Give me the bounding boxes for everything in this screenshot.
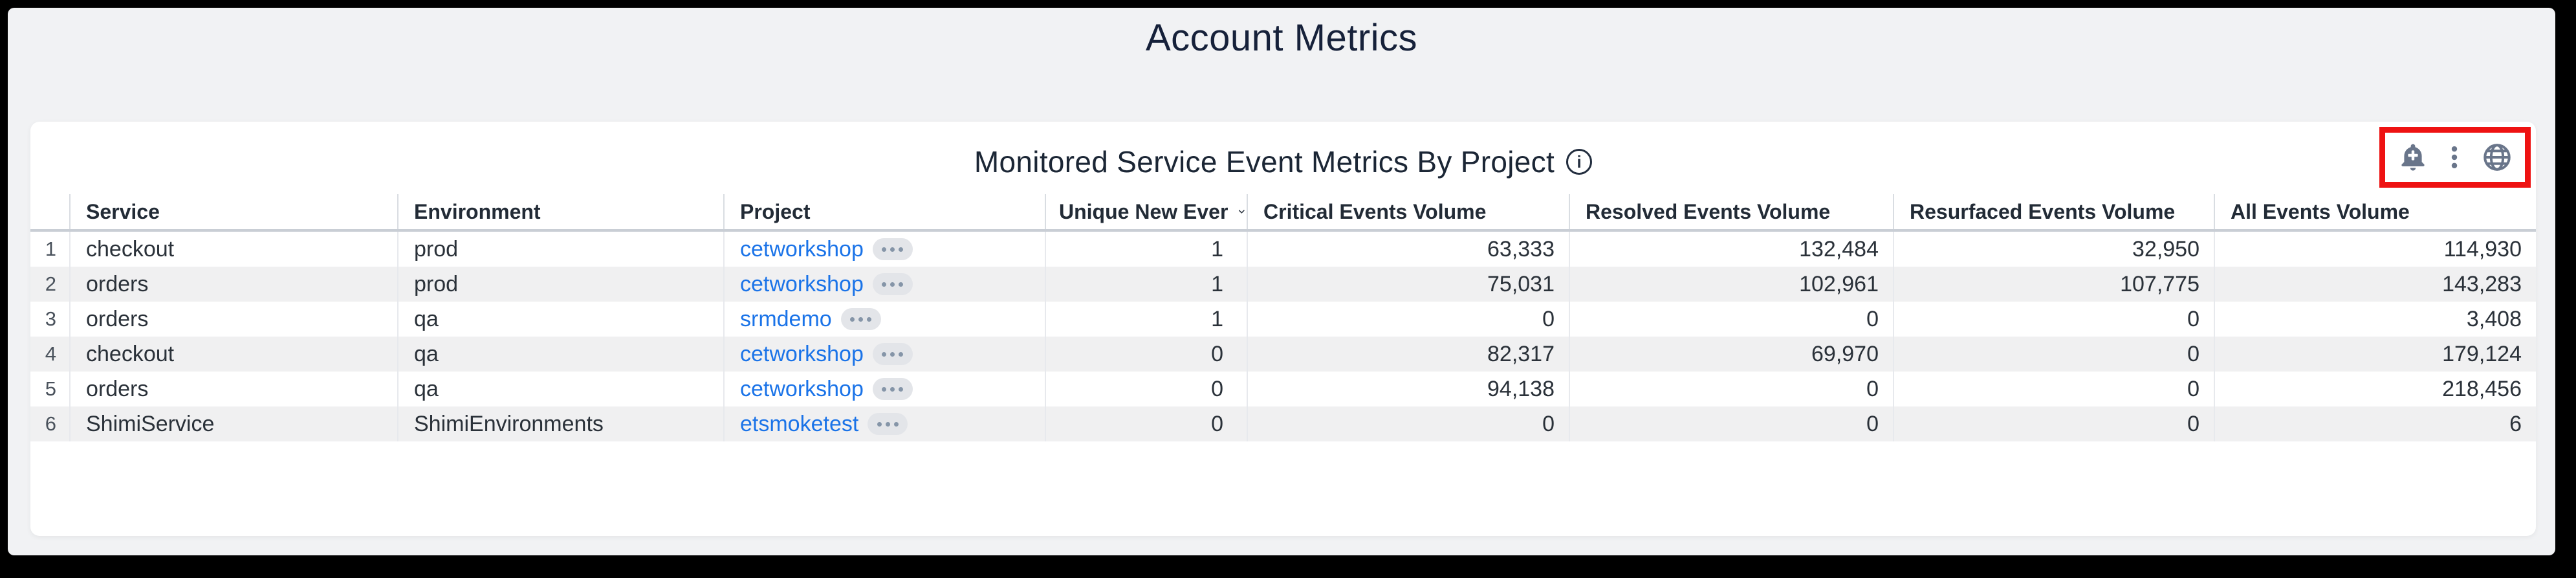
cell-environment: prod (397, 267, 723, 302)
table-row: 1 checkout prod cetworkshop 1 63,333 132… (30, 232, 2536, 267)
globe-icon[interactable] (2481, 141, 2513, 173)
project-link[interactable]: cetworkshop (740, 342, 864, 366)
sort-desc-chevron-icon (1239, 210, 1245, 214)
cell-all-events-volume: 143,283 (2214, 267, 2536, 302)
more-actions-icon[interactable] (872, 343, 913, 365)
col-header-project[interactable]: Project (723, 194, 1045, 229)
cell-service: orders (69, 372, 397, 406)
cell-critical-events-volume: 63,333 (1247, 232, 1569, 267)
cell-critical-events-volume: 82,317 (1247, 337, 1569, 372)
cell-project: cetworkshop (723, 337, 1045, 372)
widget-card: Monitored Service Event Metrics By Proje… (30, 122, 2536, 536)
project-link[interactable]: etsmoketest (740, 412, 859, 436)
cell-environment: qa (397, 372, 723, 406)
more-actions-icon[interactable] (872, 238, 913, 260)
cell-resurfaced-events-volume: 32,950 (1893, 232, 2214, 267)
cell-critical-events-volume: 75,031 (1247, 267, 1569, 302)
col-header-unique-new-ever[interactable]: Unique New Ever (1045, 194, 1247, 229)
cell-environment: qa (397, 302, 723, 337)
cell-resolved-events-volume: 0 (1569, 302, 1893, 337)
cell-unique-new-ever: 0 (1045, 406, 1247, 441)
metrics-table: Service Environment Project Unique New E… (30, 194, 2536, 441)
more-actions-icon[interactable] (872, 273, 913, 295)
row-index: 6 (45, 412, 56, 435)
col-header-critical-events-volume[interactable]: Critical Events Volume (1247, 194, 1569, 229)
cell-resurfaced-events-volume: 107,775 (1893, 267, 2214, 302)
cell-resolved-events-volume: 69,970 (1569, 337, 1893, 372)
cell-unique-new-ever: 0 (1045, 337, 1247, 372)
cell-critical-events-volume: 94,138 (1247, 372, 1569, 406)
cell-service: checkout (69, 232, 397, 267)
cell-all-events-volume: 114,930 (2214, 232, 2536, 267)
col-header-environment[interactable]: Environment (397, 194, 723, 229)
project-link[interactable]: cetworkshop (740, 272, 864, 296)
cell-service: checkout (69, 337, 397, 372)
row-index: 1 (45, 238, 56, 260)
add-alert-icon[interactable] (2397, 142, 2429, 173)
cell-project: cetworkshop (723, 232, 1045, 267)
cell-critical-events-volume: 0 (1247, 302, 1569, 337)
cell-environment: qa (397, 337, 723, 372)
cell-project: cetworkshop (723, 372, 1045, 406)
cell-unique-new-ever: 1 (1045, 267, 1247, 302)
cell-environment: ShimiEnvironments (397, 406, 723, 441)
row-index: 2 (45, 272, 56, 295)
cell-project: srmdemo (723, 302, 1045, 337)
cell-all-events-volume: 6 (2214, 406, 2536, 441)
kebab-menu-icon[interactable] (2440, 143, 2469, 172)
cell-resurfaced-events-volume: 0 (1893, 372, 2214, 406)
cell-project: cetworkshop (723, 267, 1045, 302)
project-link[interactable]: cetworkshop (740, 237, 864, 261)
col-header-resurfaced-events-volume[interactable]: Resurfaced Events Volume (1893, 194, 2214, 229)
more-actions-icon[interactable] (840, 308, 881, 330)
row-index: 4 (45, 342, 56, 365)
highlight-annotation-box (2379, 127, 2531, 188)
cell-resurfaced-events-volume: 0 (1893, 406, 2214, 441)
page-title: Account Metrics (1145, 17, 1418, 59)
cell-resurfaced-events-volume: 0 (1893, 302, 2214, 337)
cell-all-events-volume: 179,124 (2214, 337, 2536, 372)
table-row: 5 orders qa cetworkshop 0 94,138 0 0 218… (30, 372, 2536, 406)
cell-resolved-events-volume: 0 (1569, 372, 1893, 406)
cell-project: etsmoketest (723, 406, 1045, 441)
cell-unique-new-ever: 0 (1045, 372, 1247, 406)
project-link[interactable]: cetworkshop (740, 377, 864, 401)
table-row: 2 orders prod cetworkshop 1 75,031 102,9… (30, 267, 2536, 302)
cell-critical-events-volume: 0 (1247, 406, 1569, 441)
cell-environment: prod (397, 232, 723, 267)
dashboard-page: Account Metrics Monitored Service Event … (8, 8, 2555, 555)
cell-unique-new-ever: 1 (1045, 302, 1247, 337)
col-header-all-events-volume[interactable]: All Events Volume (2214, 194, 2536, 229)
table-header-row: Service Environment Project Unique New E… (30, 194, 2536, 232)
table-row: 4 checkout qa cetworkshop 0 82,317 69,97… (30, 337, 2536, 372)
col-header-resolved-events-volume[interactable]: Resolved Events Volume (1569, 194, 1893, 229)
cell-unique-new-ever: 1 (1045, 232, 1247, 267)
cell-all-events-volume: 218,456 (2214, 372, 2536, 406)
row-index: 5 (45, 377, 56, 400)
col-header-label: Unique New Ever (1059, 200, 1228, 223)
project-link[interactable]: srmdemo (740, 307, 832, 331)
widget-header: Monitored Service Event Metrics By Proje… (30, 145, 2536, 179)
widget-title: Monitored Service Event Metrics By Proje… (974, 145, 1555, 179)
cell-all-events-volume: 3,408 (2214, 302, 2536, 337)
more-actions-icon[interactable] (872, 378, 913, 400)
table-row: 6 ShimiService ShimiEnvironments etsmoke… (30, 406, 2536, 441)
col-header-service[interactable]: Service (69, 194, 397, 229)
cell-resolved-events-volume: 0 (1569, 406, 1893, 441)
cell-resolved-events-volume: 102,961 (1569, 267, 1893, 302)
row-index: 3 (45, 307, 56, 330)
cell-resurfaced-events-volume: 0 (1893, 337, 2214, 372)
col-header-index (30, 194, 69, 229)
cell-service: orders (69, 302, 397, 337)
table-row: 3 orders qa srmdemo 1 0 0 0 3,408 (30, 302, 2536, 337)
info-icon[interactable]: i (1566, 149, 1593, 175)
cell-resolved-events-volume: 132,484 (1569, 232, 1893, 267)
cell-service: orders (69, 267, 397, 302)
more-actions-icon[interactable] (868, 413, 908, 435)
cell-service: ShimiService (69, 406, 397, 441)
